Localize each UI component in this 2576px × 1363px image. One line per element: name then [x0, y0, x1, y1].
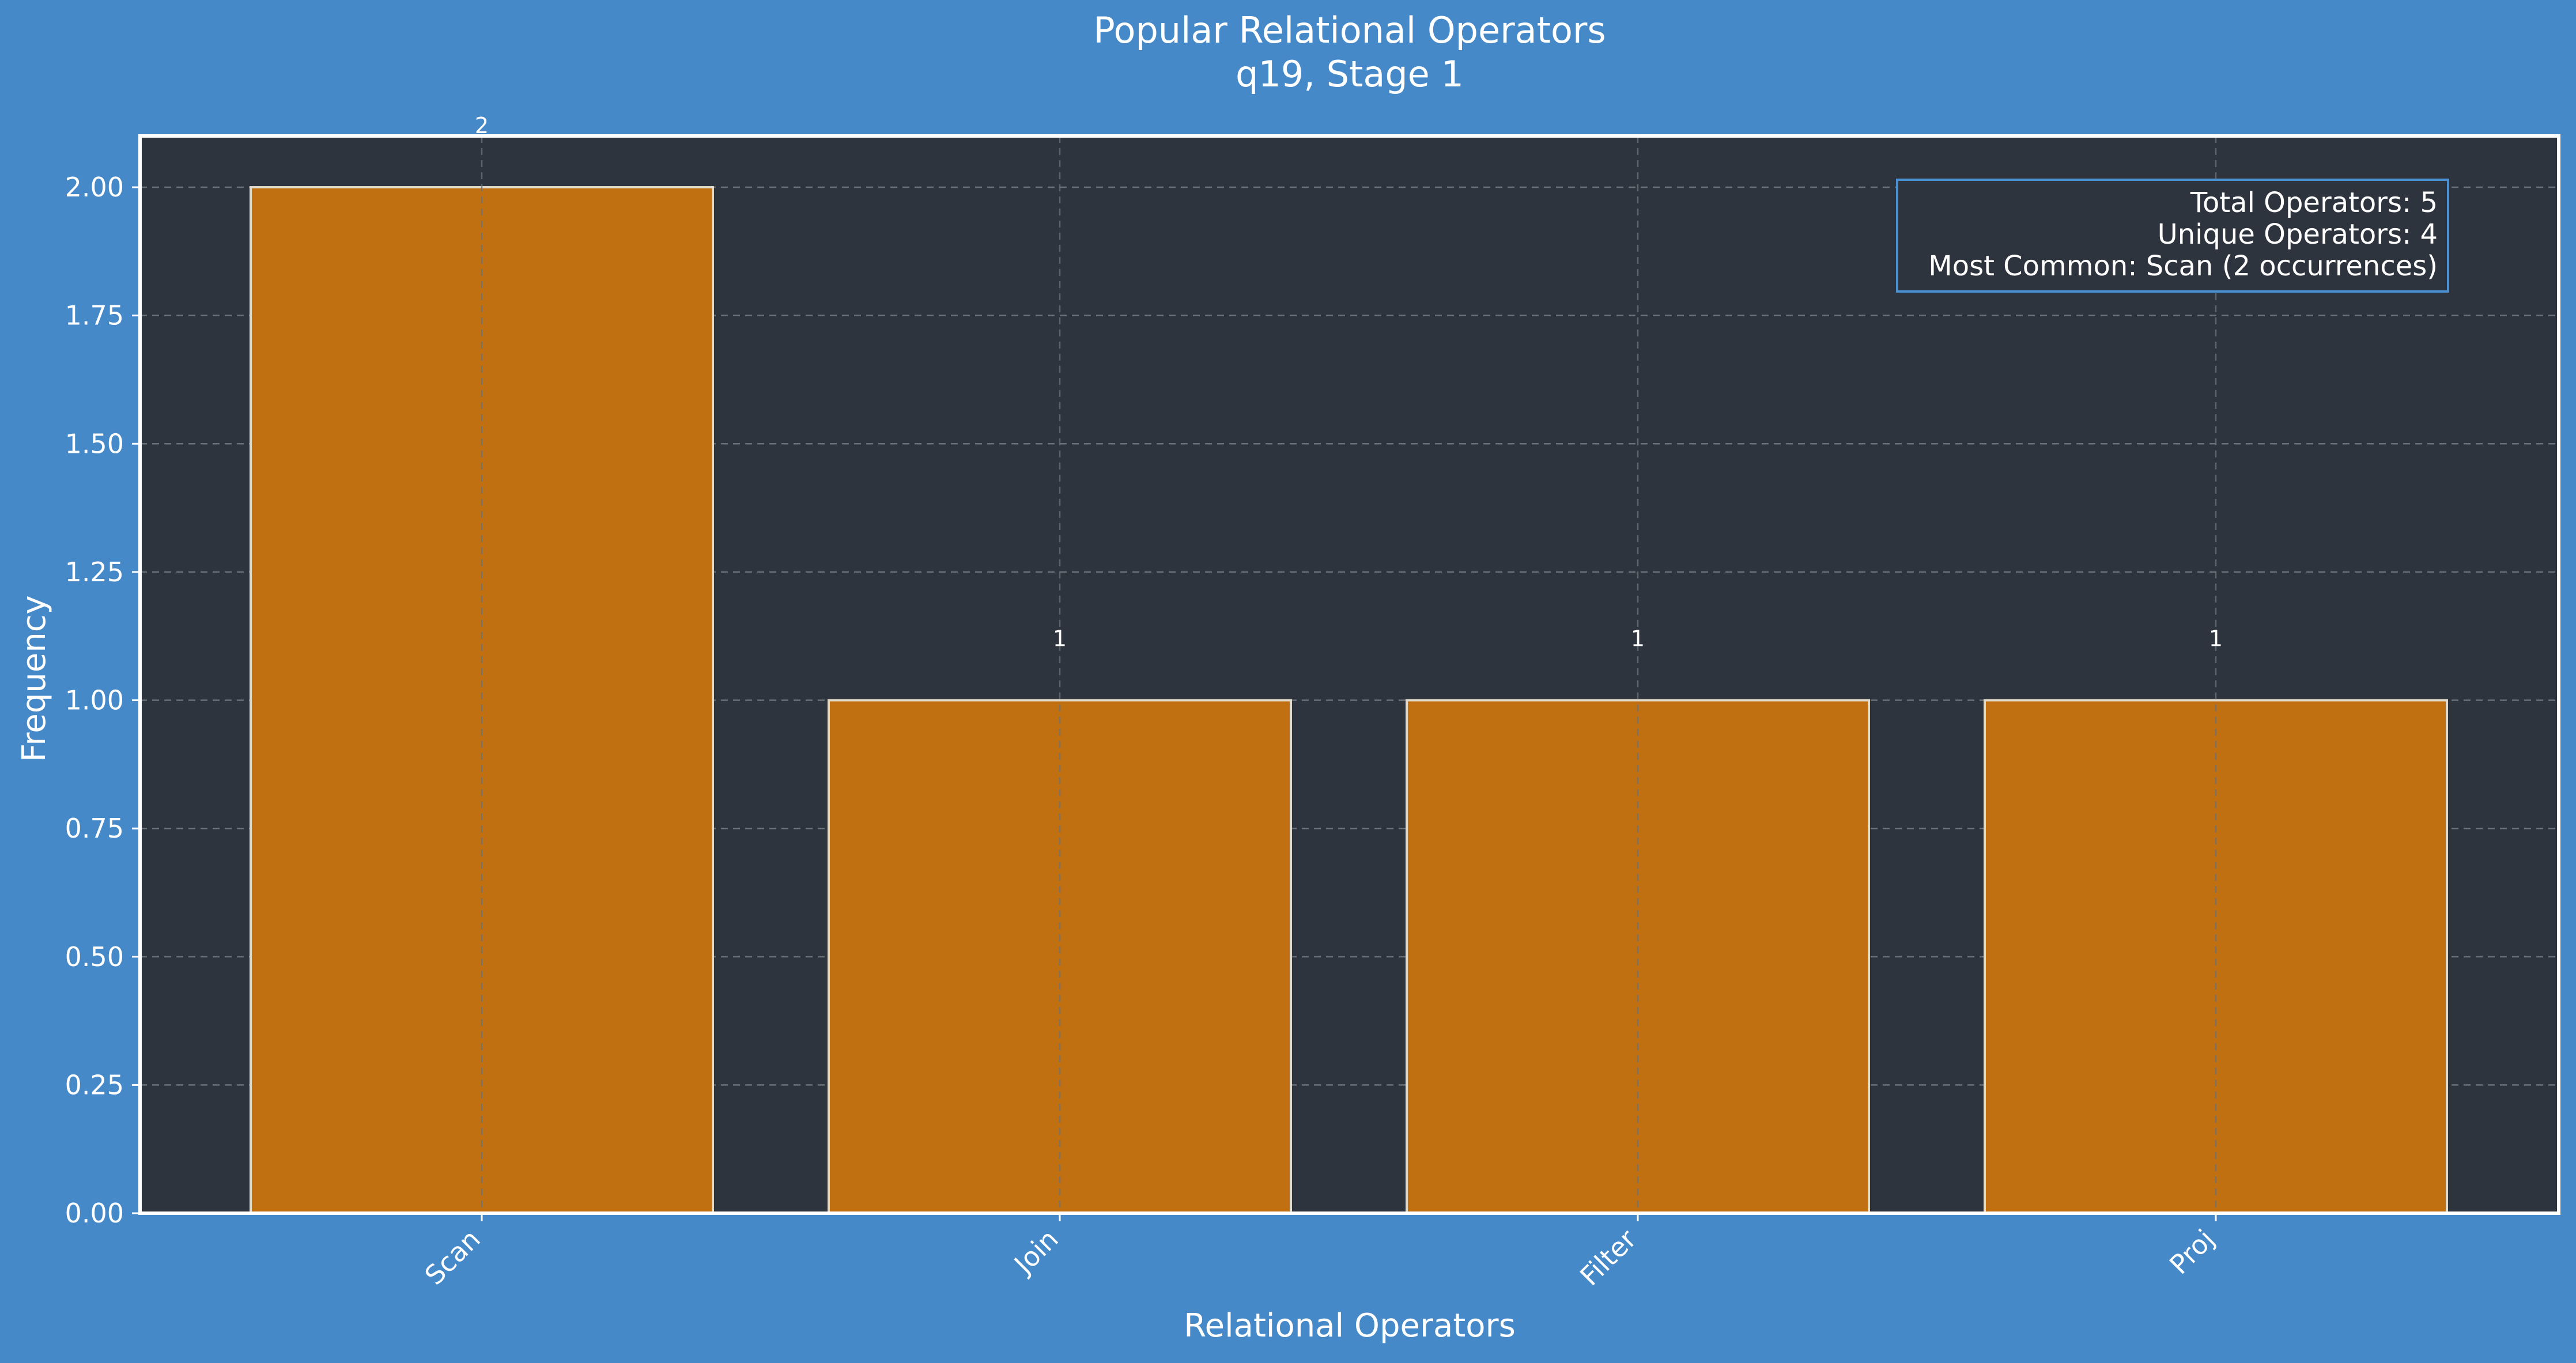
- x-tick-label: Filter: [1574, 1224, 1642, 1292]
- stats-unique-operators: Unique Operators: 4: [2158, 218, 2438, 251]
- bar-value-label: 1: [1053, 626, 1067, 652]
- y-tick-label: 0.25: [65, 1069, 124, 1100]
- bar-value-labels: 2 1 1 1: [475, 113, 2223, 651]
- y-tick-label: 0.50: [65, 941, 124, 972]
- bar-value-label: 1: [1631, 626, 1645, 652]
- x-axis-label: Relational Operators: [1184, 1307, 1516, 1345]
- y-axis-ticks: 0.00 0.25 0.50 0.75 1.00 1.25 1.50 1.75 2.00: [65, 172, 140, 1229]
- bar-value-label: 2: [475, 113, 489, 138]
- stats-total-operators: Total Operators: 5: [2190, 187, 2438, 219]
- x-axis-ticks: Scan Join Filter Proj: [419, 1213, 2220, 1292]
- y-tick-label: 1.25: [65, 556, 124, 588]
- plot-frame: [138, 134, 2560, 1215]
- stats-box-border: [1896, 179, 2449, 293]
- y-tick-label: 2.00: [65, 172, 124, 203]
- stats-most-common: Most Common: Scan (2 occurrences): [1928, 250, 2438, 282]
- y-axis-label: Frequency: [16, 595, 53, 762]
- bar-value-label: 1: [2209, 626, 2223, 652]
- x-tick-label: Scan: [419, 1224, 486, 1291]
- stats-box: Total Operators: 5 Unique Operators: 4 M…: [1896, 179, 2449, 293]
- y-tick-label: 0.00: [65, 1198, 124, 1229]
- y-tick-label: 1.50: [65, 428, 124, 459]
- y-tick-label: 1.00: [65, 685, 124, 716]
- grid-lines-over-bars: [481, 136, 2217, 1213]
- bars: [250, 186, 2448, 1214]
- chart-subtitle: q19, Stage 1: [1236, 53, 1464, 95]
- x-tick-label: Join: [1007, 1224, 1064, 1281]
- chart-title: Popular Relational Operators: [1093, 9, 1606, 51]
- bar-proj: [1984, 699, 2448, 1214]
- y-tick-label: 1.75: [65, 300, 124, 331]
- x-tick-label: Proj: [2163, 1224, 2220, 1281]
- y-tick-label: 0.75: [65, 813, 124, 844]
- bar-filter: [1406, 699, 1870, 1214]
- bar-join: [828, 699, 1292, 1214]
